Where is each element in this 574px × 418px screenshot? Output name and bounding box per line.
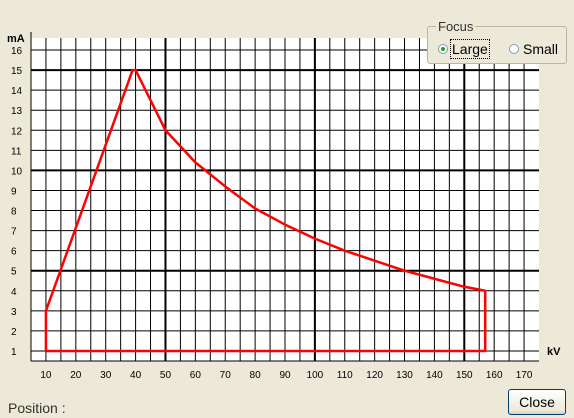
y-tick-label: 7 bbox=[11, 227, 17, 238]
y-axis-label: mA bbox=[7, 33, 25, 45]
x-tick-label: 50 bbox=[160, 370, 172, 381]
x-tick-label: 80 bbox=[250, 370, 262, 381]
x-tick-label: 100 bbox=[307, 370, 324, 381]
x-tick-label: 70 bbox=[220, 370, 232, 381]
y-tick-label: 16 bbox=[11, 46, 23, 57]
y-tick-label: 1 bbox=[11, 347, 17, 358]
x-tick-label: 170 bbox=[516, 370, 533, 381]
x-axis-label: kV bbox=[547, 346, 561, 358]
x-tick-label: 150 bbox=[456, 370, 473, 381]
y-tick-label: 14 bbox=[11, 86, 23, 97]
x-tick-label: 110 bbox=[337, 370, 353, 381]
focus-group bbox=[427, 26, 567, 64]
x-tick-label: 90 bbox=[279, 370, 291, 381]
x-tick-label: 130 bbox=[396, 370, 413, 381]
focus-small-label[interactable]: Small bbox=[523, 41, 559, 57]
focus-group-title: Focus bbox=[436, 19, 476, 34]
x-tick-label: 20 bbox=[70, 370, 82, 381]
y-tick-label: 2 bbox=[11, 327, 17, 338]
y-tick-label: 5 bbox=[11, 267, 17, 278]
focus-small-option[interactable]: Small bbox=[509, 41, 558, 57]
focus-large-label[interactable]: Large bbox=[450, 39, 490, 59]
close-button[interactable]: Close bbox=[508, 389, 566, 415]
y-tick-label: 11 bbox=[11, 146, 22, 157]
radio-selected-icon[interactable] bbox=[438, 44, 448, 54]
radio-unselected-icon[interactable] bbox=[509, 44, 519, 54]
y-tick-label: 10 bbox=[11, 166, 23, 177]
y-tick-label: 15 bbox=[11, 66, 23, 77]
y-tick-label: 8 bbox=[11, 207, 17, 218]
y-tick-label: 12 bbox=[11, 126, 23, 137]
x-tick-label: 40 bbox=[130, 370, 142, 381]
y-tick-label: 4 bbox=[11, 287, 17, 298]
x-tick-label: 120 bbox=[366, 370, 383, 381]
y-tick-label: 3 bbox=[11, 307, 17, 318]
x-tick-label: 160 bbox=[486, 370, 503, 381]
x-tick-label: 30 bbox=[100, 370, 112, 381]
y-tick-label: 13 bbox=[11, 106, 23, 117]
tube-load-chart[interactable]: 10 20 30 40 50 60 70 80 90 100 110 120 130 140 150 160 1… bbox=[0, 0, 574, 385]
x-tick-label: 60 bbox=[190, 370, 202, 381]
load-limit-curve bbox=[44, 68, 487, 353]
y-tick-label: 9 bbox=[11, 186, 17, 197]
y-tick-label: 6 bbox=[11, 247, 17, 258]
x-tick-label: 140 bbox=[426, 370, 443, 381]
focus-large-option[interactable]: Large bbox=[438, 39, 490, 59]
x-tick-label: 10 bbox=[40, 370, 52, 381]
position-readout: Position : bbox=[8, 400, 66, 416]
